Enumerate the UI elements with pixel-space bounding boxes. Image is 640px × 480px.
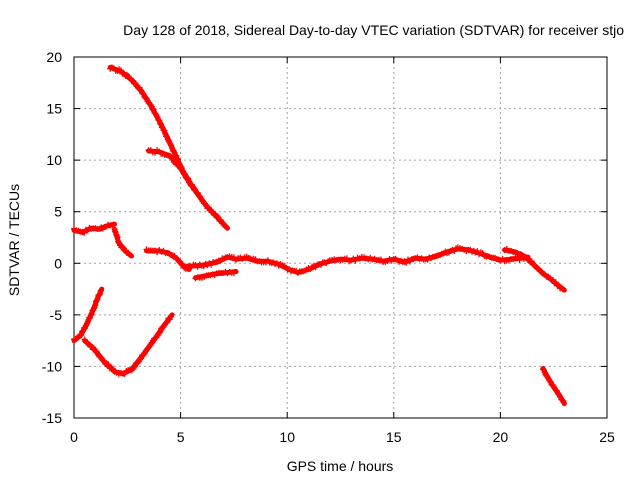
series-markers-arc-3 bbox=[71, 287, 104, 343]
y-tick-label: 15 bbox=[46, 101, 62, 117]
series-markers-arc-8 bbox=[192, 268, 237, 282]
y-axis-title: SDTVAR / TECUs bbox=[6, 184, 22, 296]
x-axis-title: GPS time / hours bbox=[287, 458, 394, 474]
y-tick-label: 20 bbox=[46, 49, 62, 65]
series-markers-arc-11 bbox=[540, 366, 567, 404]
y-tick-label: -5 bbox=[50, 307, 63, 323]
x-tick-label: 25 bbox=[599, 429, 615, 445]
series-markers-arc-2 bbox=[111, 226, 133, 258]
y-tick-label: 5 bbox=[54, 204, 62, 220]
series-line-arc-5 bbox=[107, 64, 231, 231]
y-tick-label: -10 bbox=[42, 358, 62, 374]
plot-frame bbox=[73, 56, 608, 419]
x-tick-label: 20 bbox=[493, 429, 509, 445]
x-tick-label: 10 bbox=[279, 429, 295, 445]
axes: 0 5 10 15 20 25 -15 -10 -5 0 5 10 15 20 bbox=[42, 49, 615, 445]
chart-title: Day 128 of 2018, Sidereal Day-to-day VTE… bbox=[123, 22, 624, 38]
series-markers-arc-6 bbox=[145, 147, 198, 193]
series-markers-arc-9 bbox=[184, 244, 529, 276]
y-tick-label: 10 bbox=[46, 152, 62, 168]
y-tick-label: -15 bbox=[42, 410, 62, 426]
series-markers-arc-1 bbox=[71, 221, 116, 236]
grid-lines bbox=[74, 57, 607, 418]
series-markers-arc-5 bbox=[107, 64, 230, 231]
x-tick-label: 0 bbox=[70, 429, 78, 445]
series-markers-arc-7 bbox=[143, 246, 191, 272]
x-tick-label: 5 bbox=[177, 429, 185, 445]
series-markers-arc-10 bbox=[501, 245, 566, 293]
x-tick-label: 15 bbox=[386, 429, 402, 445]
y-tick-label: 0 bbox=[54, 255, 62, 271]
data-series bbox=[71, 64, 567, 407]
series-line-arc-4 bbox=[82, 312, 175, 377]
series-markers-arc-4 bbox=[81, 313, 174, 377]
